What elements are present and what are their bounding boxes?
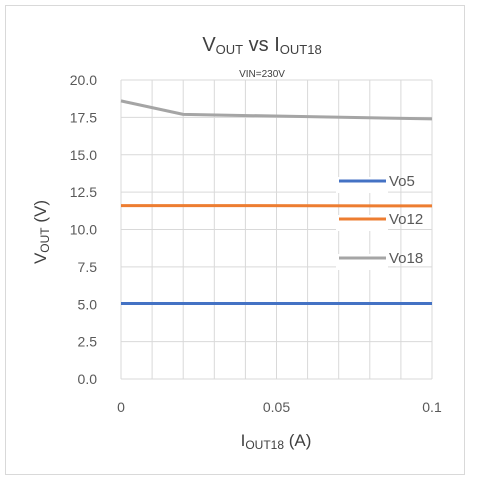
x-tick-label: 0 — [117, 399, 125, 415]
chart-frame — [5, 5, 465, 475]
series-lines — [120, 99, 433, 305]
legend-label: Vo18 — [389, 250, 423, 267]
legend-bg — [336, 254, 388, 270]
chart-subtitle: VIN=230V — [239, 69, 285, 80]
x-axis-label: IOUT18 (A) — [241, 431, 312, 452]
series-line-vo18 — [120, 99, 433, 121]
y-tick-label: 0.0 — [78, 371, 98, 387]
x-tick-label: 0.1 — [422, 399, 442, 415]
legend-bg — [336, 215, 388, 231]
tick-labels: 0.0 2.5 5.0 7.5 10.0 12.5 15.0 17.5 20.0 0 0.05 0.1 — [70, 72, 442, 415]
legend-bg — [336, 177, 388, 193]
y-tick-label: 10.0 — [70, 222, 97, 238]
y-tick-label: 2.5 — [78, 334, 98, 350]
y-tick-label: 17.5 — [70, 109, 97, 125]
y-tick-label: 5.0 — [78, 296, 98, 312]
legend-label: Vo5 — [389, 173, 415, 190]
y-tick-label: 20.0 — [70, 72, 97, 88]
y-axis-label: VOUT (V) — [31, 200, 52, 264]
y-tick-label: 12.5 — [70, 184, 97, 200]
x-tick-label: 0.05 — [263, 399, 290, 415]
legend-label: Vo12 — [389, 211, 423, 228]
chart-title: VOUT vs IOUT18 — [202, 34, 321, 57]
y-tick-label: 7.5 — [78, 259, 98, 275]
y-tick-label: 15.0 — [70, 147, 97, 163]
legend: Vo5 Vo12 Vo18 — [336, 173, 423, 270]
